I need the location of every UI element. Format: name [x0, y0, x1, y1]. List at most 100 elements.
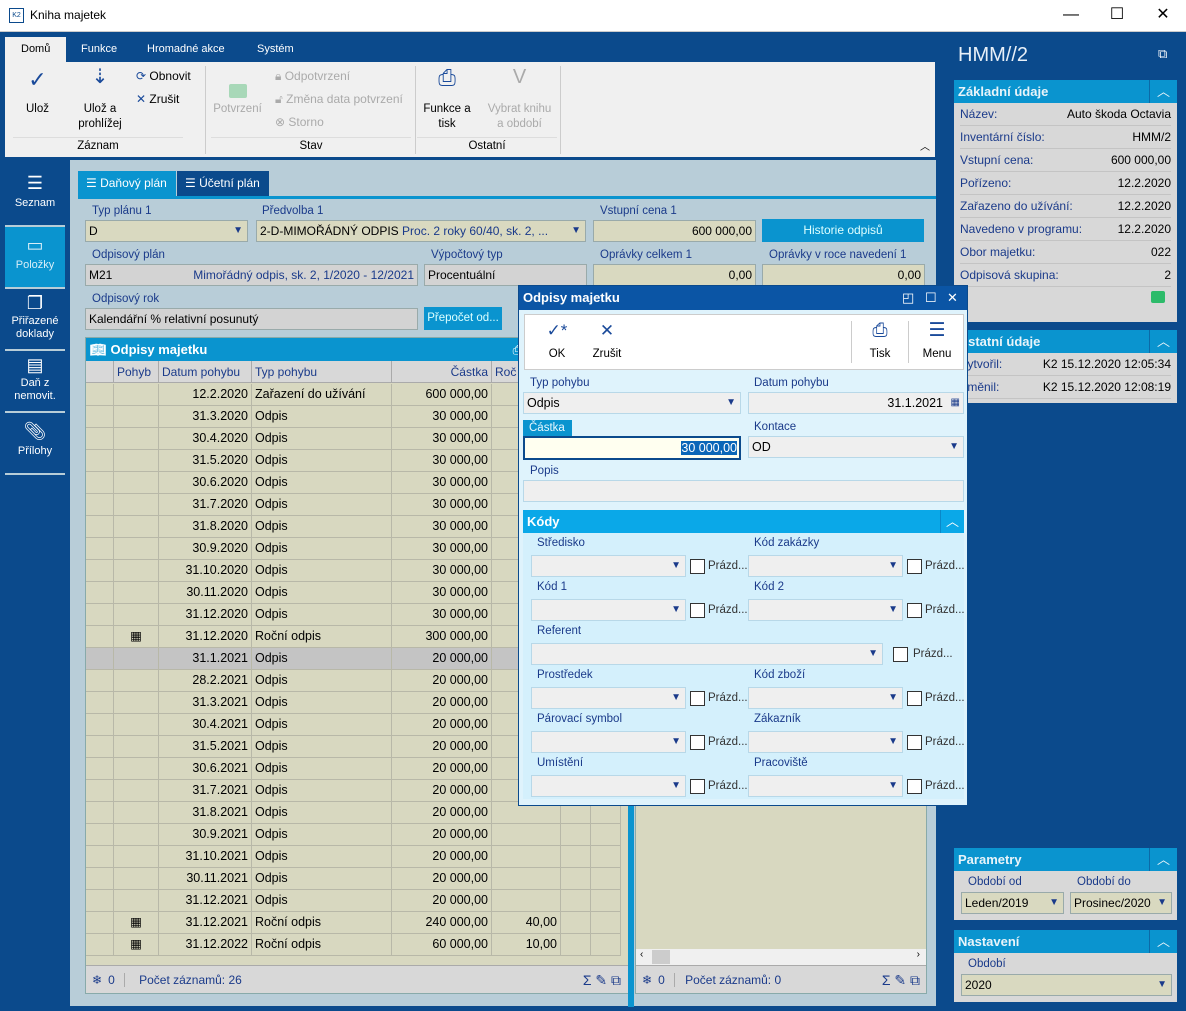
table-row[interactable]: 31.5.2021 Odpis 20 000,00 — [86, 736, 621, 758]
cancel-button[interactable]: ✕ Zrušit — [136, 92, 179, 106]
code-select[interactable]: ▼ — [531, 775, 686, 797]
code-select[interactable]: ▼ — [748, 555, 903, 577]
sidebar-item-prilohy[interactable]: 📎︎ Přílohy — [5, 413, 65, 475]
table-row[interactable]: 31.3.2020 Odpis 30 000,00 — [86, 406, 621, 428]
contact-select[interactable]: OD ▼ — [748, 436, 964, 458]
print-functions-button[interactable]: ⎙ Funkce a tisk — [419, 67, 475, 132]
period-select[interactable]: 2020 ▼ — [961, 974, 1172, 996]
table-row[interactable]: 31.10.2021 Odpis 20 000,00 — [86, 846, 621, 868]
empty-checkbox[interactable] — [690, 691, 705, 706]
code-select[interactable]: ▼ — [748, 599, 903, 621]
tab-system[interactable]: Systém — [257, 43, 294, 55]
table-row[interactable]: 30.11.2020 Odpis 30 000,00 — [86, 582, 621, 604]
save-button[interactable]: ✓ Ulož — [15, 69, 60, 117]
move-date-field[interactable]: 31.1.2021 ▦ — [748, 392, 964, 414]
column-header-typ[interactable]: Typ pohybu — [252, 361, 392, 383]
entry-price-field[interactable]: 600 000,00 — [593, 220, 756, 242]
collapse-ribbon-icon[interactable]: ︿ — [920, 142, 930, 153]
refresh-button[interactable]: ⟳ Obnovit — [136, 69, 191, 83]
tab-danovy-plan[interactable]: ☰ Daňový plán — [78, 171, 176, 196]
move-type-select[interactable]: Odpis ▼ — [523, 392, 741, 414]
table-row[interactable]: 31.5.2020 Odpis 30 000,00 — [86, 450, 621, 472]
table-row[interactable]: ▦ 31.12.2021 Roční odpis 240 000,00 40,00 — [86, 912, 621, 934]
empty-checkbox[interactable] — [690, 559, 705, 574]
code-select[interactable]: ▼ — [531, 643, 883, 665]
section-header[interactable]: Parametry ︿ — [954, 848, 1177, 871]
column-header[interactable] — [86, 361, 114, 383]
code-select[interactable]: ▼ — [748, 775, 903, 797]
period-from-select[interactable]: Leden/2019 ▼ — [961, 892, 1064, 914]
table-row[interactable]: 31.8.2021 Odpis 20 000,00 — [86, 802, 621, 824]
scroll-left-icon[interactable]: ‹ — [640, 949, 644, 960]
table-row[interactable]: 12.2.2020 Zařazení do užívání 600 000,00 — [86, 384, 621, 406]
table-row[interactable]: 30.6.2021 Odpis 20 000,00 — [86, 758, 621, 780]
scroll-right-icon[interactable]: › — [916, 949, 920, 960]
section-header[interactable]: Základní údaje ︿ — [954, 80, 1177, 103]
period-to-select[interactable]: Prosinec/2020 ▼ — [1070, 892, 1172, 914]
add-document-icon[interactable]: ⧉ — [910, 972, 920, 988]
table-row[interactable]: 31.12.2020 Odpis 30 000,00 — [86, 604, 621, 626]
sidebar-item-seznam[interactable]: ☰ Seznam — [5, 165, 65, 227]
plan-field[interactable]: M21 Mimořádný odpis, sk. 2, 1/2020 - 12/2… — [85, 264, 418, 286]
table-row[interactable]: 30.4.2020 Odpis 30 000,00 — [86, 428, 621, 450]
table-row[interactable]: 31.7.2020 Odpis 30 000,00 — [86, 494, 621, 516]
snowflake-icon[interactable]: ❄ — [642, 973, 653, 987]
table-row[interactable]: ▦ 31.12.2022 Roční odpis 60 000,00 10,00 — [86, 934, 621, 956]
empty-checkbox[interactable] — [907, 779, 922, 794]
recalc-button[interactable]: Přepočet od... — [424, 307, 502, 330]
chevron-up-icon[interactable]: ︿ — [940, 510, 964, 533]
preset-select[interactable]: 2-D-MIMOŘÁDNÝ ODPIS Proc. 2 roky 60/40, … — [256, 220, 586, 242]
cancel-button[interactable]: ✕ Zrušit — [585, 322, 629, 362]
add-document-icon[interactable]: ⧉ — [611, 972, 621, 988]
table-row[interactable]: 31.12.2021 Odpis 20 000,00 — [86, 890, 621, 912]
save-browse-button[interactable]: ⇣ Ulož a prohlížej — [70, 67, 130, 132]
table-row[interactable]: 31.7.2021 Odpis 20 000,00 — [86, 780, 621, 802]
table-row[interactable]: 30.9.2021 Odpis 20 000,00 — [86, 824, 621, 846]
sidebar-item-dan-z-nemovitosti[interactable]: ▤ Daň z nemovit. — [5, 351, 65, 413]
calc-type-field[interactable]: Procentuální — [424, 264, 587, 286]
empty-checkbox[interactable] — [893, 647, 908, 662]
maximize-button[interactable]: ☐ — [1109, 6, 1125, 23]
empty-checkbox[interactable] — [907, 691, 922, 706]
chevron-up-icon[interactable]: ︿ — [1149, 930, 1177, 953]
table-row[interactable]: 31.3.2021 Odpis 20 000,00 — [86, 692, 621, 714]
empty-checkbox[interactable] — [690, 735, 705, 750]
codes-header[interactable]: Kódy ︿ — [523, 510, 964, 533]
snowflake-icon[interactable]: ❄ — [92, 973, 103, 987]
code-select[interactable]: ▼ — [531, 555, 686, 577]
code-select[interactable]: ▼ — [748, 687, 903, 709]
column-header-pohyb[interactable]: Pohyb — [114, 361, 159, 383]
close-icon[interactable]: ✕ — [947, 290, 958, 305]
chevron-up-icon[interactable]: ︿ — [1149, 848, 1177, 871]
amount-field[interactable]: 30 000,00 — [523, 436, 741, 460]
empty-checkbox[interactable] — [907, 603, 922, 618]
pencil-icon[interactable]: ✎ — [595, 972, 608, 988]
close-button[interactable]: ✕ — [1156, 6, 1170, 23]
minimize-button[interactable]: — — [1063, 6, 1079, 23]
horizontal-scrollbar[interactable]: ‹ › — [636, 949, 926, 965]
section-header[interactable]: Ostatní údaje ︿ — [954, 330, 1177, 353]
maximize-icon[interactable]: ☐ — [925, 290, 937, 305]
empty-checkbox[interactable] — [907, 735, 922, 750]
column-header-datum[interactable]: Datum pohybu — [159, 361, 252, 383]
history-button[interactable]: Historie odpisů — [762, 219, 924, 242]
printer-icon[interactable]: ⎙ — [513, 338, 523, 361]
column-header-castka[interactable]: Částka — [392, 361, 492, 383]
chevron-up-icon[interactable]: ︿ — [1149, 330, 1177, 353]
table-row[interactable]: ▦ 31.12.2020 Roční odpis 300 000,00 — [86, 626, 621, 648]
table-row[interactable]: 31.1.2021 Odpis 20 000,00 — [86, 648, 621, 670]
empty-checkbox[interactable] — [907, 559, 922, 574]
popout-icon[interactable]: ⧉ — [1158, 46, 1168, 61]
chevron-up-icon[interactable]: ︿ — [1149, 80, 1177, 103]
ok-button[interactable]: ✓* OK — [537, 322, 577, 362]
dep-year-field[interactable]: Kalendářní % relativní posunutý — [85, 308, 418, 330]
code-select[interactable]: ▼ — [531, 687, 686, 709]
pencil-icon[interactable]: ✎ — [894, 972, 907, 988]
total-field[interactable]: 0,00 — [593, 264, 756, 286]
calendar-icon[interactable]: ▦ — [950, 397, 960, 408]
tab-hromadne-akce[interactable]: Hromadné akce — [147, 43, 225, 55]
menu-button[interactable]: ☰ Menu — [915, 321, 959, 362]
code-select[interactable]: ▼ — [531, 599, 686, 621]
restore-icon[interactable]: ◰ — [902, 290, 915, 305]
empty-checkbox[interactable] — [690, 779, 705, 794]
